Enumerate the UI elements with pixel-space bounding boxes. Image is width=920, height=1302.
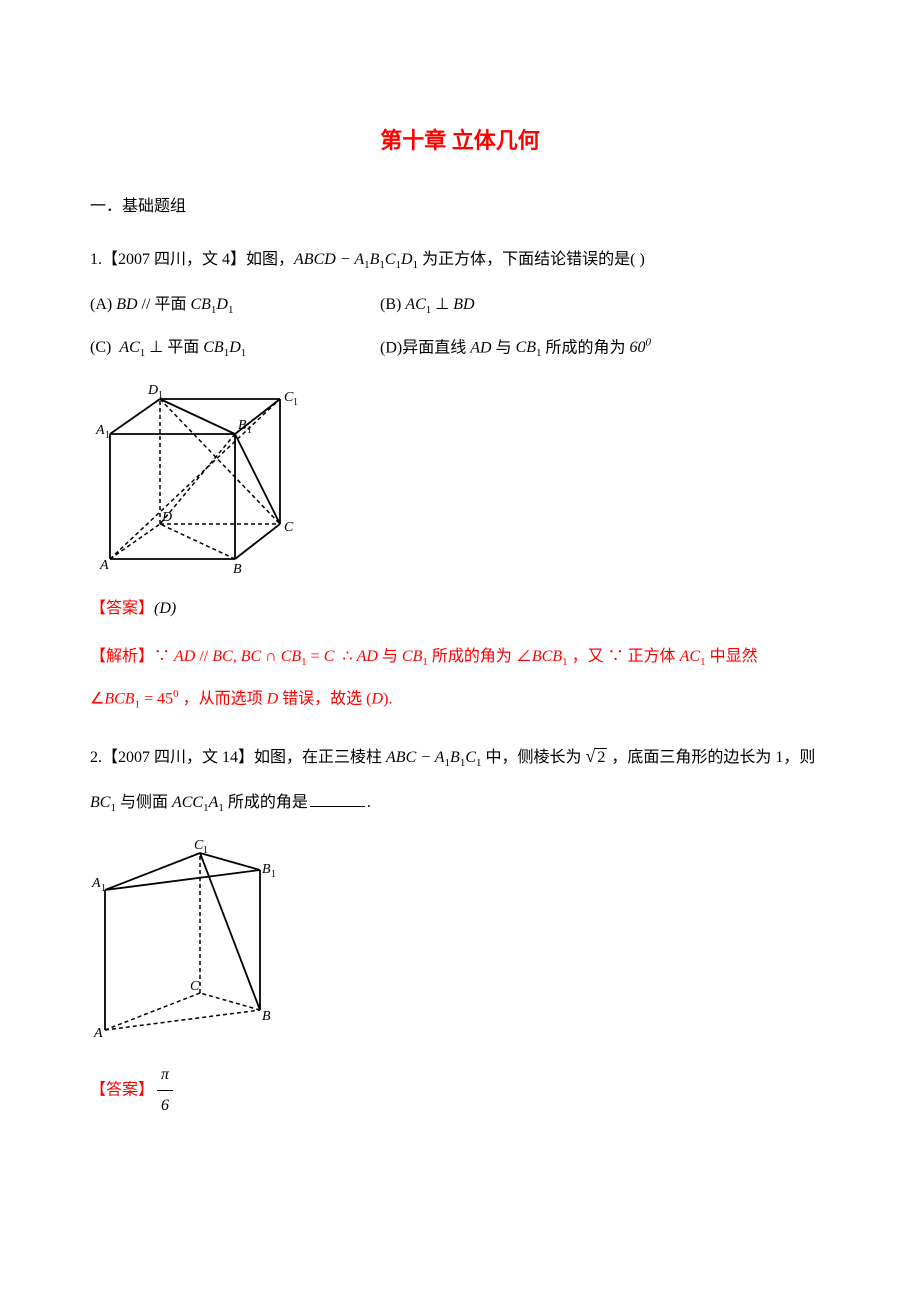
svg-text:B: B [262,1009,271,1024]
option-a: (A) BD // 平面 CB1D1 [90,290,380,321]
q1-answer-label: 【答案】 [90,600,154,617]
q1-stem-suffix: 为正方体，下面结论错误的是( ) [422,251,645,268]
q1-analysis: 【解析】∵ AD // BC, BC ∩ CB1 = C ∴ AD 与 CB1 … [90,642,830,714]
svg-text:1: 1 [101,883,106,894]
question-2: 2.【2007 四川，文 14】如图，在正三棱柱 ABC − A1B1C1 中，… [90,737,830,1122]
svg-text:1: 1 [293,397,298,408]
svg-text:B: B [238,418,247,433]
opt-b-label: (B) [380,296,401,313]
options-row-1: (A) BD // 平面 CB1D1 (B) AC1 ⊥ BD [90,290,830,321]
q1-stem-math: ABCD − A1B1C1D1 [294,251,418,268]
svg-text:1: 1 [105,430,110,441]
opt-a-text: // 平面 [138,296,191,313]
svg-text:1: 1 [247,425,252,436]
svg-text:B: B [262,862,271,877]
opt-a-math2: CB1D1 [190,296,233,313]
opt-d-angle: 600 [630,339,652,356]
question-2-stem: 2.【2007 四川，文 14】如图，在正三棱柱 ABC − A1B1C1 中，… [90,737,830,777]
q2-stem-prefix: 如图，在正三棱柱 [254,749,386,766]
option-b: (B) AC1 ⊥ BD [380,290,830,321]
q1-analysis-label: 【解析】 [90,648,154,665]
opt-c-perp: ⊥ [145,339,167,356]
q1-answer: 【答案】(D) [90,594,830,624]
q2-answer-label: 【答案】 [90,1081,154,1098]
q2-line2-text2: 所成的角是 [224,794,308,811]
opt-c-label: (C) [90,339,111,356]
svg-text:1: 1 [158,390,163,401]
q2-stem-math: ABC − A1B1C1 [386,749,481,766]
q1-analysis-line2: ∠BCB1 = 450 ，从而选项 D 错误，故选 (D). [90,684,830,715]
q2-source: 【2007 四川，文 14】 [102,749,254,766]
prism-svg: A B C A1 B1 C1 [90,835,275,1040]
cube-svg: A B C D A1 B1 C1 D1 [90,379,300,574]
q2-line2-math2: ACC1A1 [172,794,224,811]
svg-text:C: C [284,520,294,535]
opt-c-math2: CB1D1 [203,339,246,356]
opt-b-math1: AC1 [405,296,431,313]
section-heading: 一．基础题组 [90,192,830,222]
opt-d-text2: 与 [492,339,516,356]
opt-a-math1: BD [116,296,137,313]
q2-answer: 【答案】π6 [90,1060,830,1122]
opt-d-math1: AD [470,339,491,356]
svg-text:C: C [190,979,200,994]
sqrt-2: √2 [586,737,608,777]
opt-d-label: (D) [380,339,402,356]
option-c: (C) AC1 ⊥ 平面 CB1D1 [90,333,380,364]
svg-text:D: D [161,510,172,525]
opt-b-math2: BD [453,296,474,313]
svg-text:1: 1 [271,869,275,880]
svg-text:A: A [99,558,109,573]
q1-answer-value: (D) [154,600,176,617]
option-d: (D)异面直线 AD 与 CB1 所成的角为 600 [380,333,830,364]
prism-figure: A B C A1 B1 C1 [90,835,830,1040]
q2-line2-text1: 与侧面 [116,794,172,811]
opt-c-math1: AC1 [119,339,145,356]
q2-answer-frac: π6 [157,1060,173,1122]
opt-d-math2: CB1 [516,339,542,356]
q1-analysis-line1: 【解析】∵ AD // BC, BC ∩ CB1 = C ∴ AD 与 CB1 … [90,642,830,673]
cube-figure: A B C D A1 B1 C1 D1 [90,379,830,574]
question-2-line2: BC1 与侧面 ACC1A1 所成的角是. [90,785,830,820]
svg-text:A: A [93,1026,103,1040]
opt-c-text: 平面 [167,339,203,356]
opt-d-text3: 所成的角为 [542,339,630,356]
svg-text:A: A [95,423,105,438]
q2-stem-mid: 中，侧棱长为 [481,749,585,766]
q2-line2-math: BC1 [90,794,116,811]
opt-b-perp: ⊥ [431,296,453,313]
svg-text:B: B [233,562,242,574]
q2-number: 2. [90,749,102,766]
q2-line2-end: . [367,794,371,811]
chapter-title: 第十章 立体几何 [90,120,830,162]
q2-stem-suffix: ，底面三角形的边长为 1，则 [607,749,815,766]
options-row-2: (C) AC1 ⊥ 平面 CB1D1 (D)异面直线 AD 与 CB1 所成的角… [90,333,830,364]
question-1-stem: 1.【2007 四川，文 4】如图，ABCD − A1B1C1D1 为正方体，下… [90,242,830,277]
question-1: 1.【2007 四川，文 4】如图，ABCD − A1B1C1D1 为正方体，下… [90,242,830,715]
q1-stem-prefix: 如图， [246,251,294,268]
q1-source: 【2007 四川，文 4】 [102,251,246,268]
svg-text:D: D [147,383,158,398]
svg-text:1: 1 [203,845,208,856]
fill-blank [310,806,365,807]
opt-a-label: (A) [90,296,112,313]
q1-number: 1. [90,251,102,268]
svg-text:A: A [91,876,101,891]
opt-d-text1: 异面直线 [402,339,470,356]
